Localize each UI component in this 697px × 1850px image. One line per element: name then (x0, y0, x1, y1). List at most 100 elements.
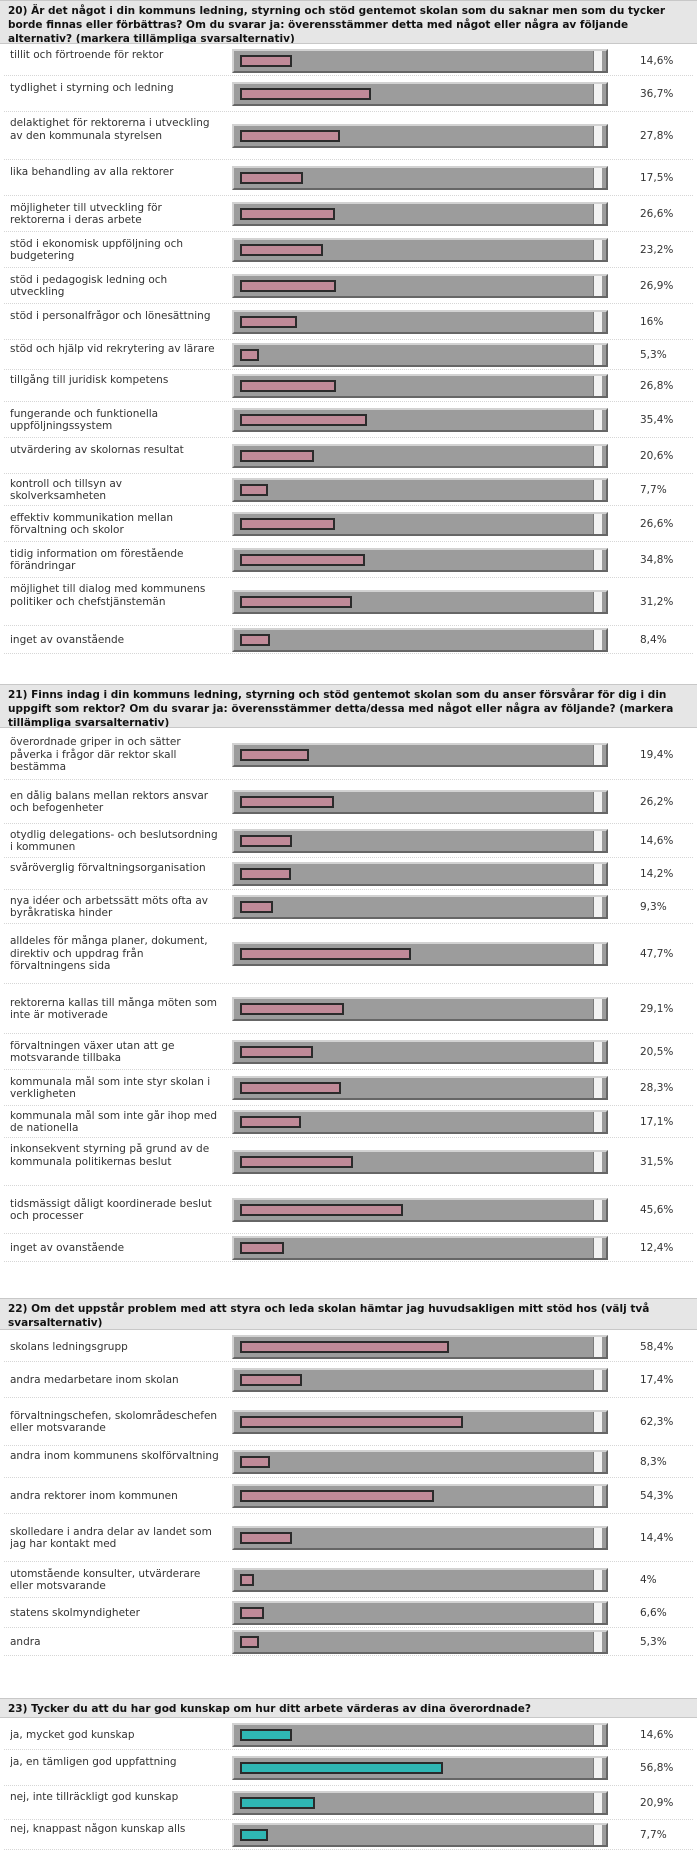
row-divider (4, 1749, 693, 1750)
row-divider (4, 1033, 693, 1034)
row-divider (4, 231, 693, 232)
answer-label: kontroll och tillsyn av skolverksamheten (10, 477, 122, 503)
bar-fill (240, 414, 367, 426)
row-divider (4, 1477, 693, 1478)
percent-value: 17,4% (640, 1373, 674, 1386)
bar-track (232, 895, 608, 919)
bar-fill (240, 596, 352, 608)
answer-row: rektorerna kallas till många möten som i… (0, 984, 697, 1034)
answer-label: andra inom kommunens skolförvaltning (10, 1449, 219, 1462)
answer-row: stöd i ekonomisk uppföljning och budgete… (0, 232, 697, 268)
bar-track (232, 310, 608, 334)
bar-track (232, 238, 608, 262)
answer-row: utvärdering av skolornas resultat 20,6% (0, 438, 697, 474)
percent-value: 17,1% (640, 1115, 674, 1128)
answer-row: nya idéer och arbetssätt möts ofta av by… (0, 890, 697, 924)
bar-fill (240, 796, 334, 808)
answer-label: tidig information om förestående förändr… (10, 547, 184, 573)
percent-value: 7,7% (640, 1828, 667, 1841)
row-divider (4, 625, 693, 626)
answer-label: tillgång till juridisk kompetens (10, 373, 169, 386)
answer-row: tidsmässigt dåligt koordinerade beslut o… (0, 1186, 697, 1234)
bar-track (232, 548, 608, 572)
bar-fill (240, 1046, 314, 1058)
percent-value: 7,7% (640, 483, 667, 496)
percent-value: 35,4% (640, 413, 674, 426)
bar-track (232, 166, 608, 190)
row-divider (4, 1561, 693, 1562)
bar-fill (240, 634, 271, 646)
percent-value: 26,6% (640, 517, 674, 530)
bar-track (232, 1526, 608, 1550)
bar-track (232, 743, 608, 767)
bar-track (232, 512, 608, 536)
row-divider (4, 1397, 693, 1398)
answer-row: andra 5,3% (0, 1628, 697, 1656)
row-divider (4, 983, 693, 984)
answer-row: andra rektorer inom kommunen 54,3% (0, 1478, 697, 1514)
row-divider (4, 195, 693, 196)
percent-value: 26,8% (640, 379, 674, 392)
answer-label: statens skolmyndigheter (10, 1606, 140, 1619)
bar-track (232, 1756, 608, 1780)
percent-value: 36,7% (640, 87, 674, 100)
bar-track (232, 942, 608, 966)
bar-fill (240, 1729, 293, 1741)
row-divider (4, 577, 693, 578)
percent-value: 26,9% (640, 279, 674, 292)
answer-row: skolledare i andra delar av landet som j… (0, 1514, 697, 1562)
answer-label: otydlig delegations- och beslutsordning … (10, 828, 218, 854)
row-divider (4, 303, 693, 304)
bar-fill (240, 208, 336, 220)
row-divider (4, 437, 693, 438)
answer-label: inget av ovanstående (10, 1241, 125, 1254)
bar-fill (240, 1156, 353, 1168)
bar-fill (240, 380, 336, 392)
answer-label: möjlighet till dialog med kommunens poli… (10, 583, 206, 608)
answer-row: kommunala mål som inte styr skolan i ver… (0, 1070, 697, 1106)
bar-fill (240, 450, 314, 462)
bar-track (232, 408, 608, 432)
answer-row: nej, knappast någon kunskap alls 7,7% (0, 1820, 697, 1850)
answer-label: rektorerna kallas till många möten som i… (10, 996, 217, 1022)
bar-fill (240, 1341, 450, 1353)
answer-label: stöd i personalfrågor och lönesättning (10, 309, 211, 322)
answer-row: förvaltningschefen, skolområdeschefen el… (0, 1398, 697, 1446)
answer-row: en dålig balans mellan rektors ansvar oc… (0, 780, 697, 824)
answer-row: delaktighet för rektorerna i utveckling … (0, 112, 697, 160)
row-divider (4, 857, 693, 858)
row-divider (4, 653, 693, 654)
answer-label: stöd i ekonomisk uppföljning och budgete… (10, 237, 183, 263)
answer-row: fungerande och funktionella uppföljnings… (0, 402, 697, 438)
answer-row: nej, inte tillräckligt god kunskap 20,9% (0, 1786, 697, 1820)
bar-fill (240, 1532, 292, 1544)
answer-label: inget av ovanstående (10, 633, 125, 646)
answer-label: stöd och hjälp vid rekrytering av lärare (10, 342, 215, 355)
bar-track (232, 274, 608, 298)
row-divider (4, 541, 693, 542)
row-divider (4, 1137, 693, 1138)
bar-fill (240, 1416, 464, 1428)
bar-fill (240, 1204, 404, 1216)
answer-row: inget av ovanstående 8,4% (0, 626, 697, 654)
answer-row: stöd i personalfrågor och lönesättning 16… (0, 304, 697, 340)
bar-fill (240, 1490, 435, 1502)
bar-track (232, 790, 608, 814)
bar-fill (240, 1762, 444, 1774)
answer-row: statens skolmyndigheter 6,6% (0, 1598, 697, 1628)
bar-fill (240, 835, 293, 847)
percent-value: 23,2% (640, 243, 674, 256)
answer-row: lika behandling av alla rektorer 17,5% (0, 160, 697, 196)
bar-track (232, 1450, 608, 1474)
percent-value: 14,6% (640, 834, 674, 847)
answer-row: andra inom kommunens skolförvaltning 8,3% (0, 1446, 697, 1478)
answer-label: förvaltningschefen, skolområdeschefen el… (10, 1409, 218, 1435)
row-divider (4, 401, 693, 402)
bar-track (232, 1410, 608, 1434)
percent-value: 26,2% (640, 795, 674, 808)
row-divider (4, 339, 693, 340)
percent-value: 45,6% (640, 1203, 674, 1216)
row-divider (4, 923, 693, 924)
answer-label: nej, inte tillräckligt god kunskap (10, 1790, 179, 1803)
row-divider (4, 1233, 693, 1234)
